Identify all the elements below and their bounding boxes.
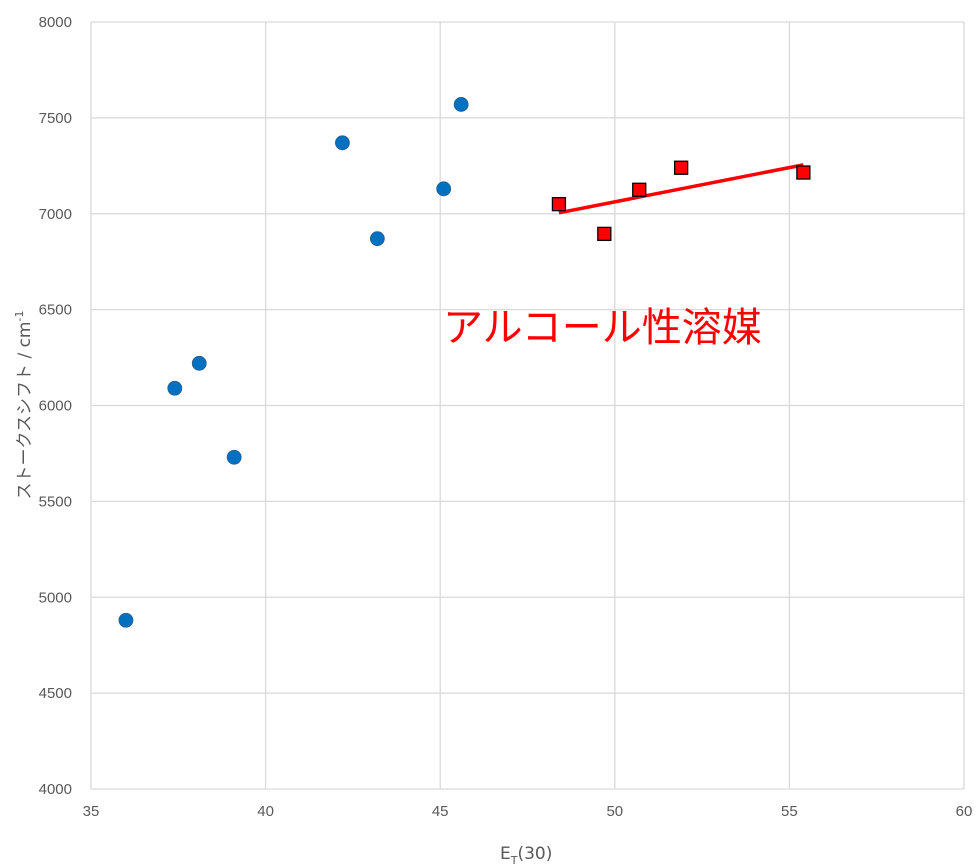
y-axis-label: ストークスシフト / cm-1 xyxy=(13,311,35,500)
trendline xyxy=(558,163,804,215)
y-tick-label: 7000 xyxy=(39,206,72,223)
x-axis-label-main: E xyxy=(500,844,511,864)
data-point-square xyxy=(796,165,811,180)
x-tick-label: 40 xyxy=(257,803,274,820)
data-point-circle xyxy=(335,135,350,151)
x-tick-label: 60 xyxy=(956,803,973,820)
data-point-square xyxy=(551,197,567,212)
y-tick-label: 4000 xyxy=(39,781,72,798)
x-tick-label: 45 xyxy=(432,803,449,820)
x-axis-label-sub: T xyxy=(510,854,518,867)
x-axis-label-tail: (30) xyxy=(517,844,552,864)
y-tick-label: 6000 xyxy=(39,398,72,415)
data-point-circle xyxy=(453,97,469,112)
x-tick-label: 55 xyxy=(781,803,798,820)
y-tick-label: 8000 xyxy=(39,14,72,31)
x-tick-label: 50 xyxy=(606,803,623,820)
x-axis-label: ET(30) xyxy=(500,844,552,867)
annotation-alcohol-solvents: アルコール性溶媒 xyxy=(443,305,762,351)
data-point-circle xyxy=(118,612,134,628)
y-axis-label-main: ストークスシフト / cm xyxy=(15,322,35,500)
x-tick-label: 35 xyxy=(83,803,100,820)
data-point-circle xyxy=(369,231,385,247)
data-point-circle xyxy=(167,380,183,396)
x-tick-labels: 35 40 45 50 55 60 xyxy=(83,803,973,820)
y-axis-label-sup: -1 xyxy=(13,311,26,322)
trendline-group xyxy=(558,163,804,215)
data-point-square xyxy=(597,226,612,242)
y-tick-label: 4500 xyxy=(39,685,72,702)
data-point-square xyxy=(632,182,647,197)
y-tick-labels: 4000 4500 5000 5500 6000 6500 7000 7500 8000 xyxy=(39,14,72,798)
data-point-circle xyxy=(436,181,452,197)
grid-lines xyxy=(90,21,965,790)
data-points xyxy=(118,97,811,628)
y-tick-label: 5500 xyxy=(39,493,72,510)
y-tick-label: 5000 xyxy=(39,589,72,606)
data-point-circle xyxy=(191,355,207,371)
y-tick-label: 6500 xyxy=(39,302,72,319)
data-point-circle xyxy=(226,449,242,465)
data-point-square xyxy=(673,160,689,175)
y-tick-label: 7500 xyxy=(39,110,72,127)
